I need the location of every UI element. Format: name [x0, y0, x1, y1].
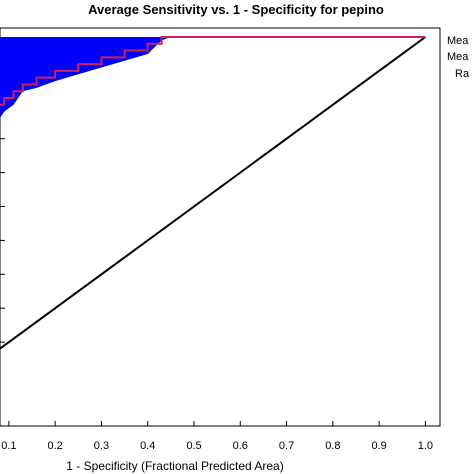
plot-area [0, 27, 441, 427]
x-tick-label-6: 0.7 [279, 440, 294, 452]
legend-entry-mean-area: Mea [447, 51, 469, 63]
x-axis-label: 1 - Specificity (Fractional Predicted Ar… [66, 459, 283, 473]
x-tick-label-4: 0.5 [186, 440, 201, 452]
mean-roc-line [0, 36, 426, 106]
legend-entry-random: Ra [455, 68, 470, 80]
x-tick-label-0: 0.1 [1, 440, 16, 452]
x-ticks [8, 421, 426, 426]
x-tick-label-8: 0.9 [371, 440, 386, 452]
x-tick-labels: 0.1 0.2 0.3 0.4 0.5 0.6 0.7 0.8 0.9 1.0 [1, 440, 433, 452]
x-tick-label-1: 0.2 [48, 440, 63, 452]
legend: Mea Mea Ra [447, 35, 470, 80]
x-tick-label-2: 0.3 [94, 440, 109, 452]
chart-title: Average Sensitivity vs. 1 - Specificity … [88, 2, 384, 17]
x-tick-label-5: 0.6 [233, 440, 248, 452]
plot-area-group [0, 27, 441, 427]
legend-entry-mean-line: Mea [447, 35, 469, 47]
range-area [0, 37, 171, 118]
x-tick-label-9: 1.0 [418, 440, 433, 452]
x-tick-label-7: 0.8 [325, 440, 340, 452]
random-prediction-line [0, 36, 426, 350]
x-tick-label-3: 0.4 [140, 440, 155, 452]
